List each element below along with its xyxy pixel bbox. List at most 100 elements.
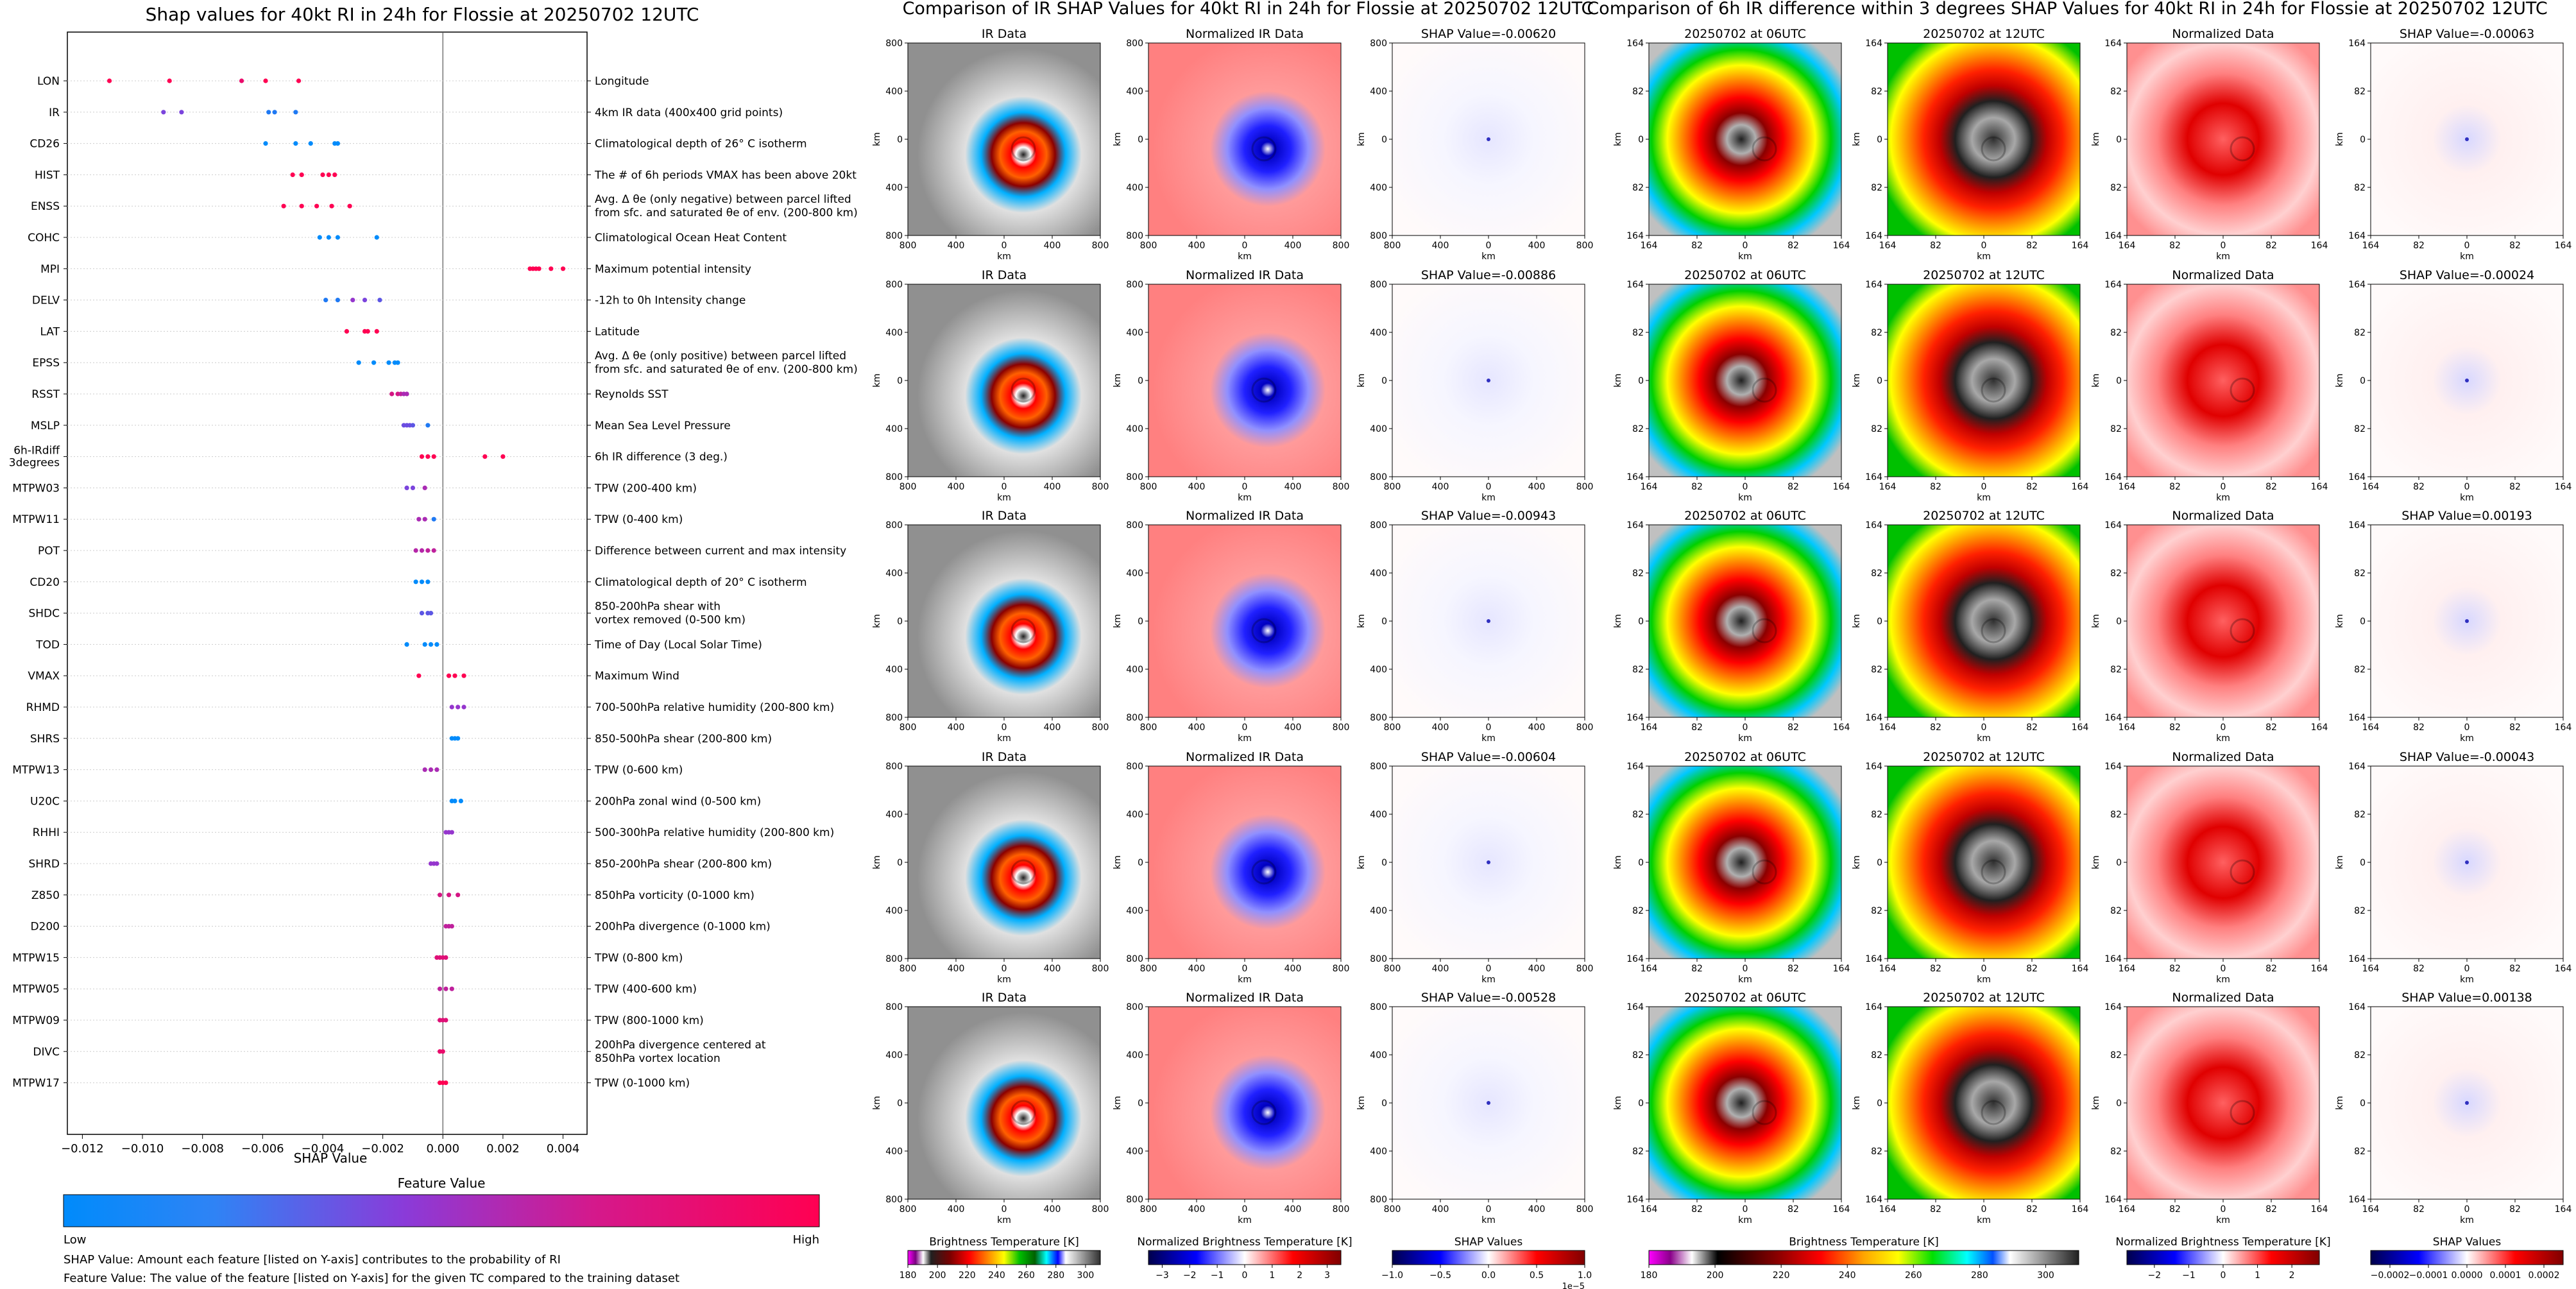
- panel-title: 20250702 at 12UTC: [1923, 27, 2045, 41]
- shap-hotspot: [1487, 137, 1490, 141]
- x-tick-label: 0: [1002, 1204, 1007, 1215]
- y-tick-label: 0: [1381, 376, 1387, 386]
- x-tick-label: 82: [2026, 964, 2038, 974]
- y-tick-label: 82: [1632, 87, 1644, 97]
- y-tick-label: 82: [1871, 1050, 1882, 1061]
- storm-eye: [2230, 618, 2255, 644]
- x-tick-label: 800: [1333, 722, 1350, 733]
- y-tick-label: 82: [2110, 906, 2122, 916]
- colorbar-tick-label: 240: [988, 1270, 1005, 1281]
- x-tick-label: 82: [2509, 1204, 2521, 1215]
- x-tick-label: 0: [1743, 1204, 1748, 1215]
- image-field: [1148, 42, 1342, 236]
- y-tick-label: 800: [1370, 472, 1387, 482]
- y-tick-label: 800: [885, 1195, 903, 1205]
- y-tick-label: 82: [1632, 568, 1644, 579]
- x-tick-label: 400: [1432, 1204, 1449, 1215]
- y-tick-label: 400: [1370, 1050, 1387, 1061]
- y-tick-label: 400: [1126, 424, 1143, 434]
- x-axis-label: km: [1238, 493, 1252, 503]
- colorbar-tick-label: 180: [900, 1270, 917, 1281]
- y-tick-label: 0: [1638, 617, 1644, 627]
- image-field: [1148, 524, 1342, 718]
- shap-point: [422, 767, 427, 773]
- feature-name: RHMD: [26, 701, 60, 714]
- x-tick-label: 164: [2362, 241, 2380, 251]
- y-tick-label: 164: [1865, 713, 1882, 723]
- y-tick-label: 0: [897, 858, 903, 868]
- feature-row: COHC Climatological Ocean Heat Content: [28, 232, 787, 244]
- shap-point: [461, 704, 466, 710]
- image-field: [1648, 284, 1842, 477]
- feature-name: LON: [37, 75, 60, 88]
- y-tick-label: 164: [2348, 1002, 2366, 1012]
- y-tick-label: 400: [1370, 424, 1387, 434]
- y-tick-label: 82: [1871, 328, 1882, 338]
- x-tick-label: 0: [2464, 1204, 2470, 1215]
- y-tick-label: 164: [1865, 954, 1882, 964]
- y-tick-label: 82: [1871, 1147, 1882, 1157]
- storm-eye: [1011, 377, 1036, 403]
- feature-row: RHHI 500-300hPa relative humidity (200-80…: [33, 826, 835, 839]
- storm-eye: [1981, 618, 2006, 644]
- shap-point: [410, 485, 416, 491]
- x-tick-label: 164: [1879, 1204, 1897, 1215]
- image-field: [907, 42, 1101, 236]
- x-tick-label: 800: [1092, 482, 1109, 492]
- y-tick-label: 82: [2110, 424, 2122, 434]
- x-axis-label: km: [1738, 252, 1752, 262]
- image-field: [1887, 284, 2081, 477]
- y-tick-label: 400: [1370, 87, 1387, 97]
- x-tick-label: 164: [2072, 964, 2089, 974]
- colorbar: SHAP Values −0.0002 −0.0001 0.0000 0.0001 0.0…: [2370, 1236, 2564, 1281]
- feature-name: SHDC: [28, 608, 60, 620]
- colorbar-label: Brightness Temperature [K]: [929, 1236, 1079, 1249]
- colorbar-tick-label: −2: [2148, 1270, 2162, 1281]
- x-tick-label: 82: [2413, 241, 2425, 251]
- storm-eye: [2230, 1100, 2255, 1125]
- x-tick-label: 82: [1930, 722, 1941, 733]
- x-axis-label: km: [2460, 252, 2474, 262]
- y-tick-label: 82: [2354, 568, 2366, 579]
- shap-point: [404, 485, 409, 491]
- y-tick-label: 0: [2360, 617, 2366, 627]
- y-tick-label: 82: [1632, 424, 1644, 434]
- x-axis-label: km: [1738, 975, 1752, 985]
- y-tick-label: 800: [1370, 520, 1387, 531]
- x-tick-label: 164: [2072, 482, 2089, 492]
- panel-title: Normalized IR Data: [1186, 991, 1304, 1005]
- colorbar-gradient: [1648, 1250, 2079, 1265]
- colorbar-label: Normalized Brightness Temperature [K]: [1137, 1236, 1352, 1249]
- y-tick-label: 164: [2104, 472, 2122, 482]
- x-tick-label: 400: [1432, 241, 1449, 251]
- feature-description: Avg. Δ θe (only negative) between parcel…: [595, 193, 858, 219]
- feature-description: 850-500hPa shear (200-800 km): [595, 733, 772, 746]
- x-axis-label: km: [997, 1215, 1011, 1225]
- feature-row: MPI Maximum potential intensity: [40, 263, 751, 276]
- storm-eye: [1251, 1100, 1277, 1125]
- x-axis-label: km: [2216, 252, 2230, 262]
- y-tick-label: 164: [1626, 231, 1644, 241]
- shap-point: [413, 579, 418, 585]
- y-axis-label: km: [2091, 132, 2101, 146]
- x-tick-label: 800: [1333, 482, 1350, 492]
- feature-description: Mean Sea Level Pressure: [595, 420, 731, 432]
- y-tick-label: 82: [1632, 1147, 1644, 1157]
- x-tick-label: 0: [1981, 964, 1987, 974]
- shap-point: [452, 798, 457, 803]
- y-tick-label: 400: [885, 906, 903, 916]
- x-tick-label: 800: [1384, 964, 1401, 974]
- x-axis-label: km: [1977, 975, 1991, 985]
- shap-x-label: SHAP Value: [294, 1150, 368, 1166]
- colorbar-gradient: [1148, 1250, 1342, 1265]
- y-tick-label: 400: [1126, 810, 1143, 820]
- shap-point: [452, 673, 457, 678]
- feature-name: Z850: [31, 889, 60, 902]
- feature-name: COHC: [28, 232, 60, 244]
- y-axis-label: km: [1356, 373, 1367, 388]
- colorbar-tick-label: −2: [1183, 1270, 1197, 1281]
